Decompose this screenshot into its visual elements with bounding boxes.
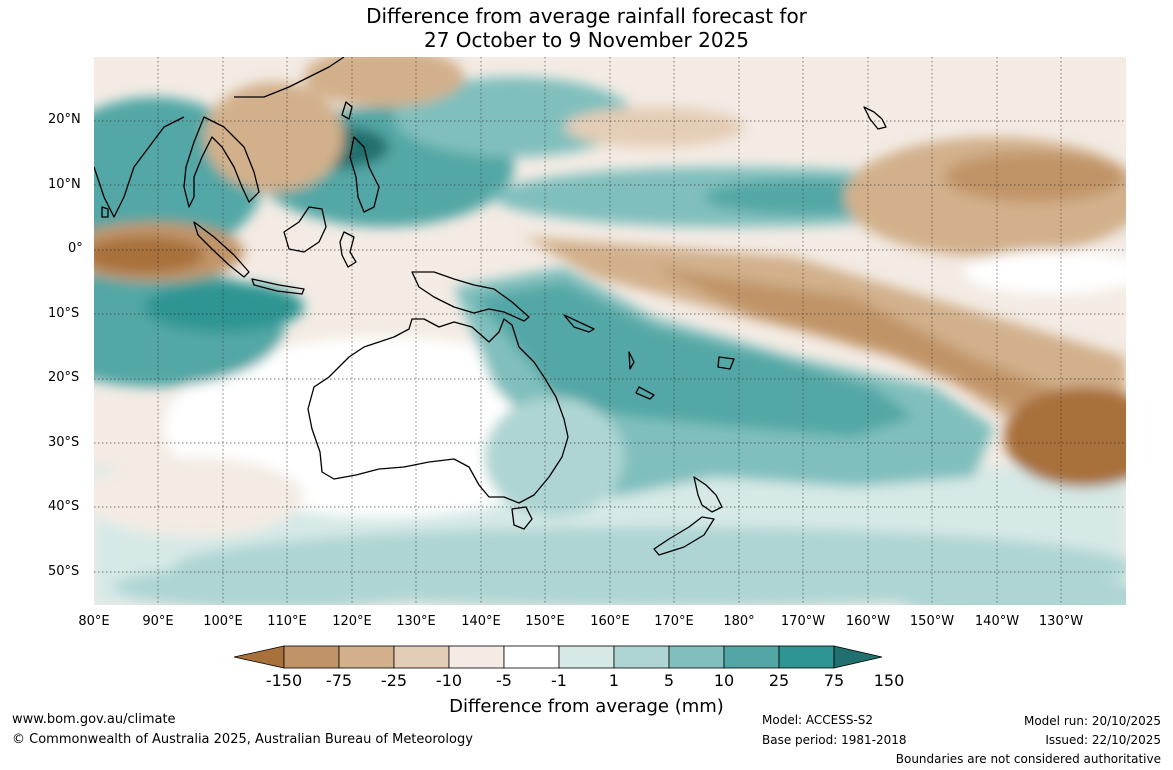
lat-label-20n: 20°N xyxy=(48,112,81,127)
colorbar-tick-1: 1 xyxy=(608,671,620,690)
lon-label-150e: 150°E xyxy=(525,614,565,629)
colorbar xyxy=(233,645,883,669)
colorbar-tick-minus-75: -75 xyxy=(325,671,353,690)
sulawesi-coast xyxy=(339,231,357,268)
australia-coast xyxy=(307,318,569,504)
east-pacific-neutral xyxy=(964,250,1126,294)
lon-label-100e: 100°E xyxy=(203,614,243,629)
map-title-line-1: Difference from average rainfall forecas… xyxy=(366,4,807,28)
lon-label-140w: 140°W xyxy=(974,614,1020,629)
colorbar-tick-minus-150: -150 xyxy=(265,671,303,690)
colorbar-tick-150: 150 xyxy=(873,671,905,690)
colorbar-high-extend-arrow xyxy=(833,645,883,669)
far-east-pacific-dry xyxy=(1004,387,1126,487)
solomon-islands-coast xyxy=(563,314,595,333)
china-coast xyxy=(234,57,345,98)
philippine-sea-wet xyxy=(394,77,634,157)
colorbar-swatch xyxy=(283,645,340,669)
tasman-wet xyxy=(484,397,624,517)
map-title-line-2: 27 October to 9 November 2025 xyxy=(423,28,750,52)
colorbar-tick-5: 5 xyxy=(663,671,675,690)
lon-label-180: 180° xyxy=(723,614,755,629)
model-name: Model: ACCESS-S2 xyxy=(762,713,874,727)
colorbar-tick-10: 10 xyxy=(713,671,735,690)
colorbar-tick-25: 25 xyxy=(768,671,790,690)
vanuatu-coast xyxy=(628,351,635,370)
lat-label-40s: 40°S xyxy=(48,499,80,514)
colorbar-swatch xyxy=(503,645,560,669)
lon-label-170w: 170°W xyxy=(780,614,826,629)
southern-wet-patch-west xyxy=(114,565,434,605)
india-coast xyxy=(94,116,185,218)
southern-wet-patch-east xyxy=(894,575,1126,605)
website-link[interactable]: www.bom.gov.au/climate xyxy=(12,712,176,727)
colorbar-tick-75: 75 xyxy=(823,671,845,690)
base-period: Base period: 1981-2018 xyxy=(762,733,907,747)
taiwan-coast xyxy=(341,101,353,120)
south-indian-dry xyxy=(94,457,304,537)
philippines-coast xyxy=(349,136,380,213)
new-guinea-coast xyxy=(411,271,530,322)
indochina-coast xyxy=(183,116,260,208)
colorbar-swatch xyxy=(558,645,615,669)
new-zealand-north-coast xyxy=(693,476,723,513)
copyright-text: © Commonwealth of Australia 2025, Austra… xyxy=(12,732,473,747)
tasmania-coast xyxy=(511,506,533,530)
colorbar-swatch xyxy=(723,645,780,669)
colorbar-swatch xyxy=(393,645,450,669)
graticule xyxy=(94,57,1126,605)
hawaii-coast xyxy=(863,106,887,130)
colorbar-swatch xyxy=(668,645,725,669)
fiji-coast xyxy=(717,356,735,370)
colorbar-tick-minus-10: -10 xyxy=(435,671,463,690)
lon-label-80e: 80°E xyxy=(78,614,110,629)
colorbar-tick-minus-5: -5 xyxy=(496,671,512,690)
new-caledonia-coast xyxy=(635,386,655,400)
equatorial-pacific-dry xyxy=(524,237,1126,477)
colorbar-swatches xyxy=(233,645,883,669)
lon-label-160e: 160°E xyxy=(590,614,630,629)
lon-label-160w: 160°W xyxy=(845,614,891,629)
lat-label-10s: 10°S xyxy=(48,306,80,321)
colorbar-tick-minus-25: -25 xyxy=(380,671,408,690)
colorbar-swatch xyxy=(778,645,835,669)
lon-label-110e: 110°E xyxy=(267,614,307,629)
issued-date: Issued: 22/10/2025 xyxy=(1045,733,1161,747)
lat-label-0: 0° xyxy=(68,241,83,256)
south-china-dry xyxy=(304,57,464,107)
new-zealand-south-coast xyxy=(653,516,715,556)
colorbar-low-extend-arrow xyxy=(233,645,285,669)
sri-lanka-coast xyxy=(101,206,109,218)
colorbar-title: Difference from average (mm) xyxy=(449,696,724,717)
lat-label-20s: 20°S xyxy=(48,370,80,385)
lat-label-50s: 50°S xyxy=(48,564,80,579)
lon-label-170e: 170°E xyxy=(654,614,694,629)
lon-label-120e: 120°E xyxy=(332,614,372,629)
north-east-pacific-dry-core xyxy=(944,152,1124,202)
indian-ocean-wet-core xyxy=(144,282,304,332)
colorbar-swatch xyxy=(613,645,670,669)
colorbar-tick-minus-1: -1 xyxy=(551,671,567,690)
lon-label-130w: 130°W xyxy=(1038,614,1084,629)
boundaries-disclaimer: Boundaries are not considered authoritat… xyxy=(895,752,1161,766)
lon-label-140e: 140°E xyxy=(461,614,501,629)
coastlines xyxy=(94,57,887,556)
lon-label-130e: 130°E xyxy=(396,614,436,629)
sumatra-coast xyxy=(193,221,250,278)
colorbar-swatch xyxy=(338,645,395,669)
model-run-date: Model run: 20/10/2025 xyxy=(1023,714,1161,728)
spcz-wet-core xyxy=(474,282,914,437)
borneo-coast xyxy=(283,206,327,253)
rainfall-anomaly-map xyxy=(94,57,1126,605)
equatorial-pacific-dry-core xyxy=(654,267,1126,457)
java-coast xyxy=(251,278,305,295)
lat-label-30s: 30°S xyxy=(48,435,80,450)
colorbar-swatch xyxy=(448,645,505,669)
lat-label-10n: 10°N xyxy=(48,177,81,192)
lon-label-90e: 90°E xyxy=(142,614,174,629)
se-asia-dry xyxy=(204,82,344,192)
central-pacific-pale xyxy=(564,107,744,147)
lon-label-150w: 150°W xyxy=(909,614,955,629)
equatorial-indian-dry-core xyxy=(94,237,204,273)
